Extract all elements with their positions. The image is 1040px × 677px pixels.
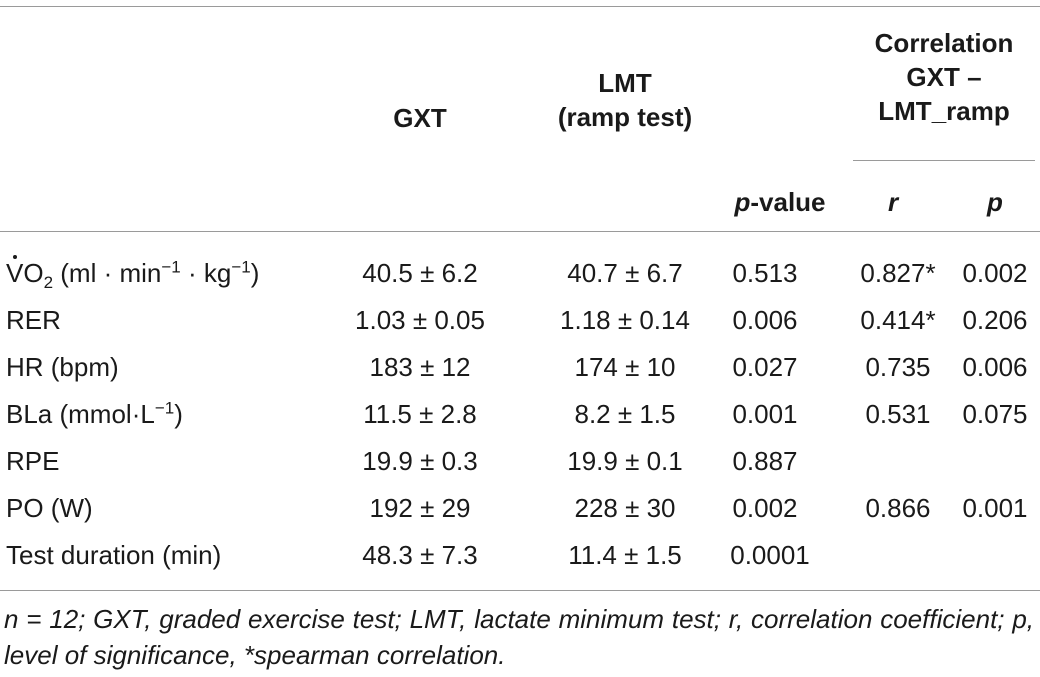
cell-p-value: 0.027 xyxy=(732,352,798,382)
header-correlation-line1: Correlation xyxy=(874,28,1014,58)
cell-p: 0.001 xyxy=(962,493,1028,523)
vo2-v-dot: V xyxy=(6,255,24,288)
cell-p-value: 0.001 xyxy=(732,399,798,429)
cell-r: 0.531 xyxy=(865,399,931,429)
cell-p-value: 0.006 xyxy=(732,305,798,335)
vo2-units-c: ) xyxy=(250,258,260,288)
cell-r: 0.735 xyxy=(865,352,931,382)
header-r: r xyxy=(887,187,899,217)
header-lmt-line1: LMT xyxy=(598,68,652,98)
table-bottom-rule xyxy=(0,590,1040,591)
bla-sup: −1 xyxy=(154,398,175,418)
cell-p-value: 0.887 xyxy=(732,446,798,476)
cell-lmt: 228 ± 30 xyxy=(574,493,676,523)
vo2-sub: 2 xyxy=(43,273,54,293)
header-p-value-rest: -value xyxy=(750,187,826,217)
cell-r: 0.414* xyxy=(860,305,936,335)
table-footnote: n = 12; GXT, graded exercise test; LMT, … xyxy=(4,604,1034,670)
cell-lmt: 1.18 ± 0.14 xyxy=(560,305,690,335)
cell-lmt: 11.4 ± 1.5 xyxy=(568,540,682,570)
cell-p: 0.206 xyxy=(962,305,1028,335)
row-label-vo2: VO2 (ml · min−1 · kg−1) xyxy=(6,255,260,291)
header-p: p xyxy=(987,187,1003,217)
header-lmt-line2: (ramp test) xyxy=(557,102,693,132)
header-p-value: p-value xyxy=(710,185,850,219)
header-lmt: LMT (ramp test) xyxy=(530,66,720,134)
cell-p: 0.075 xyxy=(962,399,1028,429)
correlation-group-rule xyxy=(853,160,1035,161)
vo2-sup2: −1 xyxy=(231,257,251,277)
cell-gxt: 48.3 ± 7.3 xyxy=(362,540,478,570)
cell-p: 0.002 xyxy=(962,258,1028,288)
vo2-units-b: · kg xyxy=(180,258,232,288)
row-label-duration: Test duration (min) xyxy=(6,540,222,570)
vo2-units-a: (ml · min xyxy=(53,258,162,288)
cell-p-value: 0.0001 xyxy=(730,540,810,570)
cell-lmt: 174 ± 10 xyxy=(574,352,676,382)
bla-close: ) xyxy=(174,399,183,429)
header-correlation-line2: GXT – xyxy=(906,62,982,92)
cell-gxt: 40.5 ± 6.2 xyxy=(362,258,478,288)
cell-gxt: 19.9 ± 0.3 xyxy=(362,446,478,476)
cell-r: 0.866 xyxy=(865,493,931,523)
row-label-rer: RER xyxy=(6,305,61,335)
cell-gxt: 192 ± 29 xyxy=(369,493,471,523)
row-label-rpe: RPE xyxy=(6,446,60,476)
cell-lmt: 40.7 ± 6.7 xyxy=(567,258,683,288)
header-correlation: Correlation GXT – LMT_ramp xyxy=(853,26,1035,128)
vo2-sup1: −1 xyxy=(161,257,181,277)
cell-p-value: 0.002 xyxy=(732,493,798,523)
header-p-value-italic: p xyxy=(734,187,751,217)
row-label-hr: HR (bpm) xyxy=(6,352,119,382)
cell-p-value: 0.513 xyxy=(732,258,798,288)
header-gxt: GXT xyxy=(393,103,447,133)
header-correlation-line3: LMT_ramp xyxy=(878,96,1010,126)
header-bottom-rule xyxy=(0,231,1040,232)
cell-r: 0.827* xyxy=(860,258,936,288)
row-label-bla: BLa (mmol·L−1) xyxy=(6,399,183,429)
cell-p: 0.006 xyxy=(962,352,1028,382)
cell-gxt: 183 ± 12 xyxy=(369,352,471,382)
cell-lmt: 8.2 ± 1.5 xyxy=(574,399,676,429)
row-label-po: PO (W) xyxy=(6,493,93,523)
cell-lmt: 19.9 ± 0.1 xyxy=(567,446,683,476)
top-rule xyxy=(0,6,1040,7)
cell-gxt: 11.5 ± 2.8 xyxy=(363,399,477,429)
bla-base: BLa (mmol·L xyxy=(6,399,155,429)
cell-gxt: 1.03 ± 0.05 xyxy=(355,305,485,335)
vo2-o: O xyxy=(23,258,44,288)
